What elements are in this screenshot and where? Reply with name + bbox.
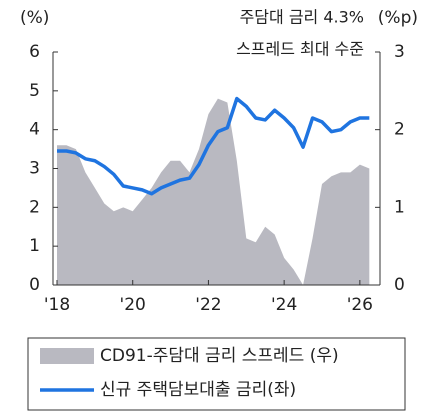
y-tick-label: 3 xyxy=(29,159,40,179)
y2-axis-label: (%p) xyxy=(378,8,418,28)
legend-swatch xyxy=(40,348,94,364)
x-tick-label: '26 xyxy=(347,295,373,315)
y-tick-label: 6 xyxy=(29,42,40,62)
annotation: 스프레드 최대 수준 xyxy=(236,40,364,59)
legend-box xyxy=(27,337,406,411)
y-tick-label: 1 xyxy=(29,236,40,256)
y-tick-label: 0 xyxy=(29,275,40,295)
y-tick-label: 2 xyxy=(29,197,40,217)
y-axis-label: (%) xyxy=(20,8,49,28)
x-tick-label: '22 xyxy=(195,295,221,315)
legend-label: CD91-주담대 금리 스프레드 (우) xyxy=(100,346,339,366)
annotation: 주담대 금리 4.3% xyxy=(240,8,364,27)
area xyxy=(57,98,370,285)
x-tick-label: '24 xyxy=(271,295,297,315)
x-tick-label: '18 xyxy=(44,295,70,315)
line xyxy=(57,96,370,196)
y2-tick-label: 0 xyxy=(394,275,405,295)
x-tick-label: '20 xyxy=(120,295,146,315)
y-tick-label: 4 xyxy=(29,120,40,140)
y2-tick-label: 3 xyxy=(394,42,405,62)
y2-tick-label: 1 xyxy=(394,197,405,217)
y2-tick-label: 2 xyxy=(394,120,405,140)
y-tick-label: 5 xyxy=(29,81,40,101)
legend-label: 신규 주택담보대출 금리(좌) xyxy=(100,380,296,400)
